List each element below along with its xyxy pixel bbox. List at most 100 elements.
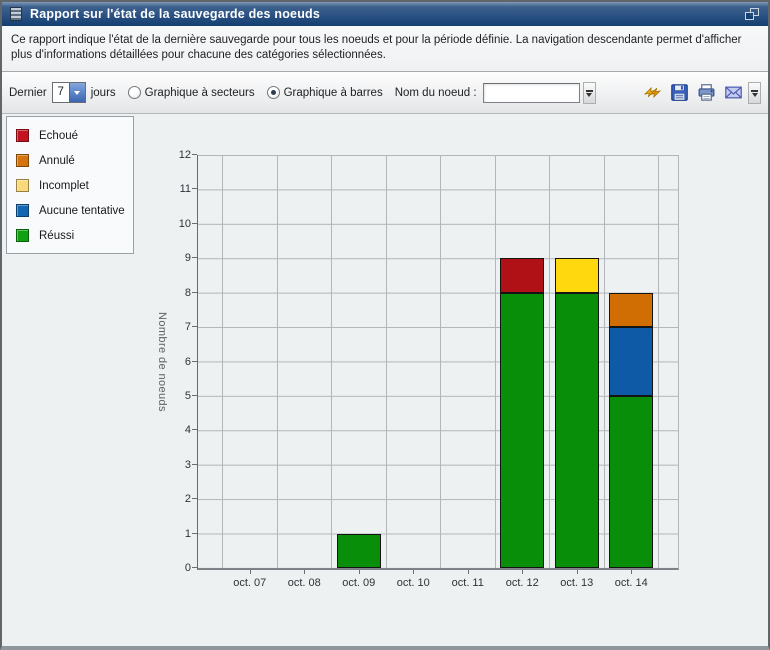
- y-tick-mark: [192, 222, 197, 224]
- y-tick-label: 4: [184, 424, 191, 437]
- period-value: 7: [57, 86, 64, 98]
- stacked-bar: [336, 533, 381, 568]
- x-tick-mark: [467, 570, 469, 574]
- y-tick-mark: [192, 429, 197, 431]
- legend-swatch: [16, 229, 29, 242]
- restore-icon[interactable]: [745, 8, 759, 20]
- x-tick-label: oct. 10: [396, 577, 430, 589]
- stacked-bar: [609, 292, 654, 568]
- print-button[interactable]: [694, 81, 718, 105]
- legend-label: Echoué: [39, 129, 79, 142]
- y-tick-mark: [192, 567, 197, 568]
- stacked-bar: [554, 258, 599, 568]
- category-column: oct. 12: [496, 155, 550, 589]
- legend-label: Aucune tentative: [39, 204, 125, 217]
- period-unit-label: jours: [90, 86, 116, 99]
- legend: Echoué Annulé Incomplet Aucune tentative Réu…: [6, 116, 134, 254]
- email-icon: [724, 86, 742, 99]
- y-tick-label: 5: [184, 389, 191, 402]
- toolbar-overflow-button[interactable]: [748, 81, 761, 104]
- bar-segment-réussi[interactable]: [500, 292, 545, 568]
- y-axis-title: Nombre de noeuds: [156, 311, 168, 412]
- legend-item[interactable]: Incomplet: [7, 173, 133, 198]
- x-tick-label: oct. 08: [287, 577, 321, 589]
- x-tick-label: oct. 14: [614, 577, 648, 589]
- chart-area: Nombre de noeuds oct. 07 oct. 08 oct. 09 oc…: [2, 114, 768, 646]
- bar-segment-réussi[interactable]: [609, 395, 654, 568]
- y-tick-label: 9: [184, 252, 191, 265]
- y-tick-mark: [192, 154, 197, 155]
- y-tick-label: 12: [178, 149, 191, 161]
- print-icon: [698, 84, 714, 101]
- save-icon: [670, 84, 688, 101]
- period-select[interactable]: 7: [51, 82, 86, 103]
- legend-item[interactable]: Annulé: [7, 148, 133, 173]
- bar-segment-aucune-tentative[interactable]: [609, 327, 654, 396]
- category-column: oct. 07: [223, 155, 278, 589]
- y-tick-mark: [192, 394, 197, 396]
- category-column: oct. 13: [550, 155, 605, 589]
- window-title: Rapport sur l'état de la sauvegarde des …: [30, 7, 321, 21]
- bar-segment-réussi[interactable]: [554, 292, 599, 568]
- y-tick-mark: [192, 360, 197, 362]
- x-tick-label: oct. 07: [233, 577, 267, 589]
- category-column: oct. 11: [441, 155, 496, 589]
- y-tick-label: 1: [184, 527, 191, 540]
- x-tick-mark: [249, 570, 251, 574]
- y-tick-mark: [192, 326, 197, 328]
- x-tick-label: oct. 11: [451, 577, 484, 589]
- legend-swatch: [16, 179, 29, 192]
- toolbar-actions: [640, 81, 745, 105]
- y-tick-label: 7: [184, 321, 191, 334]
- plot-area: oct. 07 oct. 08 oct. 09 oct. 10 oct. 11 oct. …: [179, 149, 679, 589]
- bar-segment-annulé[interactable]: [609, 292, 654, 328]
- x-tick-mark: [576, 570, 578, 574]
- category-column: oct. 09: [332, 155, 387, 589]
- x-tick-label: oct. 12: [505, 577, 539, 589]
- node-name-input[interactable]: [482, 82, 580, 103]
- email-button[interactable]: [721, 81, 745, 105]
- toolbar: Dernier 7 jours Graphique à secteurs Gra…: [2, 72, 768, 114]
- category-column: oct. 10: [387, 155, 441, 589]
- category-column: oct. 08: [278, 155, 332, 589]
- period-label: Dernier: [9, 86, 47, 99]
- categories: oct. 07 oct. 08 oct. 09 oct. 10 oct. 11 oct. …: [222, 155, 659, 589]
- radio-pie-chart-label[interactable]: Graphique à secteurs: [144, 86, 255, 99]
- list-icon: [10, 7, 22, 21]
- x-tick-mark: [631, 570, 633, 574]
- legend-item[interactable]: Aucune tentative: [7, 198, 133, 223]
- legend-item[interactable]: Echoué: [7, 123, 133, 148]
- y-tick-label: 10: [178, 217, 191, 230]
- legend-item[interactable]: Réussi: [7, 223, 133, 248]
- bar-segment-incomplet[interactable]: [554, 258, 599, 293]
- x-tick-label: oct. 13: [560, 577, 594, 589]
- x-tick-mark: [522, 570, 524, 574]
- radio-bar-chart-label[interactable]: Graphique à barres: [283, 86, 383, 99]
- legend-swatch: [16, 154, 29, 167]
- y-tick-mark: [192, 532, 197, 534]
- node-name-label: Nom du noeud :: [394, 86, 477, 99]
- radio-bar-chart[interactable]: [266, 86, 280, 99]
- bar-segment-echoué[interactable]: [500, 258, 545, 293]
- legend-label: Annulé: [39, 154, 75, 167]
- report-description: Ce rapport indique l'état de la dernière…: [2, 26, 768, 72]
- x-tick-mark: [413, 570, 415, 574]
- y-tick-mark: [192, 291, 197, 293]
- bar-segment-réussi[interactable]: [336, 533, 381, 568]
- y-tick-mark: [192, 498, 197, 500]
- legend-swatch: [16, 129, 29, 142]
- chevron-down-icon[interactable]: [68, 83, 85, 102]
- radio-pie-chart[interactable]: [127, 86, 141, 99]
- x-tick-mark: [304, 570, 306, 574]
- refresh-icon: [643, 87, 661, 98]
- y-tick-label: 11: [179, 183, 191, 196]
- legend-swatch: [16, 204, 29, 217]
- y-tick-mark: [192, 257, 197, 259]
- toolbar-overflow-button[interactable]: [582, 81, 596, 104]
- y-tick-mark: [192, 188, 197, 190]
- y-tick-mark: [192, 463, 197, 465]
- x-tick-mark: [358, 570, 360, 574]
- save-button[interactable]: [667, 81, 691, 105]
- refresh-button[interactable]: [640, 81, 664, 105]
